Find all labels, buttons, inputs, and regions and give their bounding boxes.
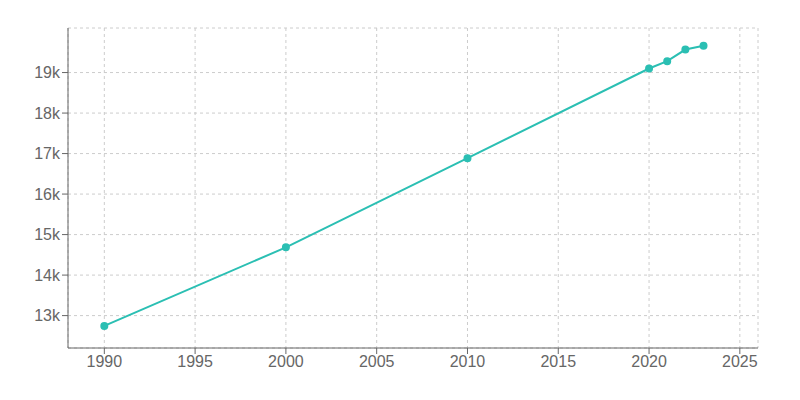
svg-text:19k: 19k [34, 64, 61, 81]
svg-text:14k: 14k [34, 267, 61, 284]
svg-text:2005: 2005 [359, 353, 395, 370]
svg-text:16k: 16k [34, 186, 61, 203]
svg-text:13k: 13k [34, 307, 61, 324]
svg-text:2010: 2010 [450, 353, 486, 370]
svg-text:15k: 15k [34, 226, 61, 243]
svg-text:2020: 2020 [631, 353, 667, 370]
svg-text:2015: 2015 [540, 353, 576, 370]
svg-text:18k: 18k [34, 105, 61, 122]
svg-text:2025: 2025 [722, 353, 758, 370]
svg-text:17k: 17k [34, 145, 61, 162]
svg-text:1995: 1995 [177, 353, 213, 370]
svg-text:1990: 1990 [87, 353, 123, 370]
svg-text:2000: 2000 [268, 353, 304, 370]
